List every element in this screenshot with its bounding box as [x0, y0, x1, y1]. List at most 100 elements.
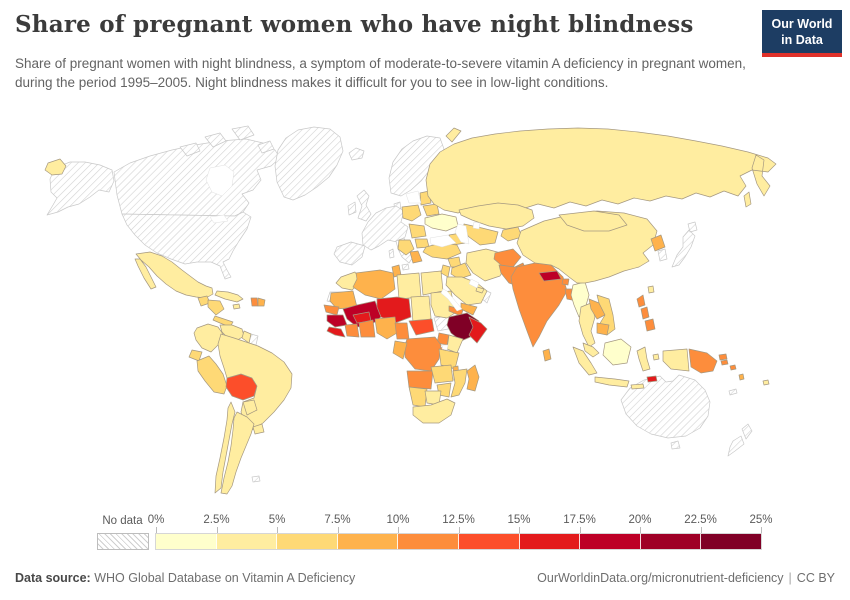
legend-segment[interactable] [216, 534, 278, 549]
country-indonesia-lesser-sunda[interactable] [630, 383, 645, 390]
country-chile[interactable] [214, 401, 236, 494]
country-colombia[interactable] [193, 323, 224, 353]
country-indonesia-sumatra[interactable] [572, 346, 598, 376]
country-vanuatu[interactable] [738, 373, 745, 381]
country-central-african-republic[interactable] [408, 318, 435, 336]
country-egypt[interactable] [420, 270, 444, 296]
country-indonesia-borneo[interactable] [602, 338, 632, 366]
country-namibia[interactable] [408, 386, 428, 408]
country-malaysia[interactable] [582, 342, 600, 358]
country-nigeria[interactable] [374, 316, 398, 340]
country-niger[interactable] [376, 296, 412, 324]
country-angola[interactable] [406, 370, 434, 390]
no-data-swatch[interactable] [97, 533, 149, 550]
country-madagascar[interactable] [466, 364, 480, 392]
country-uae[interactable] [475, 286, 485, 294]
country-russia[interactable] [425, 127, 777, 214]
license-text[interactable]: CC BY [796, 571, 835, 585]
country-somalia[interactable] [468, 316, 488, 344]
country-south-korea[interactable] [657, 248, 668, 262]
country-new-zealand[interactable] [727, 423, 753, 457]
country-jordan-israel[interactable] [440, 264, 451, 278]
country-mexico[interactable] [134, 251, 214, 299]
legend-segment[interactable] [277, 534, 338, 549]
country-bhutan[interactable] [561, 278, 570, 286]
country-corsica-sardinia[interactable] [388, 248, 395, 259]
owid-logo[interactable]: Our World in Data [762, 10, 842, 57]
country-guinea[interactable] [326, 314, 348, 328]
country-indonesia-java[interactable] [594, 376, 630, 388]
country-ghana-togo-benin[interactable] [358, 319, 376, 338]
country-belarus[interactable] [422, 203, 440, 217]
country-albania-greece[interactable] [409, 250, 423, 264]
country-timor-leste[interactable] [646, 375, 658, 383]
legend-segment[interactable] [580, 534, 641, 549]
country-australia[interactable] [620, 374, 711, 439]
country-yemen[interactable] [460, 302, 478, 316]
country-algeria[interactable] [352, 269, 396, 300]
country-tasmania[interactable] [670, 440, 681, 450]
country-cameroon[interactable] [394, 322, 410, 340]
country-ukraine[interactable] [424, 213, 459, 232]
country-dominican-republic[interactable] [257, 297, 266, 307]
country-indonesia-sulawesi[interactable] [636, 346, 651, 372]
country-paraguay[interactable] [242, 399, 258, 416]
legend-segment[interactable] [701, 534, 761, 549]
country-congo-gabon[interactable] [392, 340, 408, 360]
country-scandinavia[interactable] [388, 135, 445, 197]
country-kazakhstan[interactable] [458, 202, 535, 230]
country-indonesia-papua[interactable] [662, 348, 690, 372]
country-united-kingdom[interactable] [356, 189, 372, 222]
country-argentina[interactable] [220, 411, 255, 495]
country-south-africa[interactable] [412, 398, 456, 424]
country-libya[interactable] [396, 272, 422, 300]
legend-segment[interactable] [337, 534, 399, 549]
country-laos[interactable] [588, 298, 606, 320]
country-senegal[interactable] [323, 304, 340, 316]
country-north-korea[interactable] [650, 234, 666, 252]
country-chukotka[interactable] [44, 158, 67, 176]
country-jamaica[interactable] [232, 303, 241, 310]
legend-segment[interactable] [640, 534, 702, 549]
country-china[interactable] [516, 210, 658, 284]
country-arctic-islands[interactable] [179, 125, 275, 157]
country-fiji[interactable] [762, 379, 770, 386]
country-philippines[interactable] [636, 294, 656, 332]
country-drc[interactable] [404, 336, 442, 372]
country-iberia[interactable] [333, 241, 366, 266]
country-cote-divoire[interactable] [344, 323, 360, 338]
country-honduras-nicaragua[interactable] [207, 299, 225, 316]
country-cuba[interactable] [214, 290, 244, 303]
country-mozambique[interactable] [450, 368, 468, 398]
country-united-states[interactable] [121, 211, 252, 280]
country-uruguay[interactable] [252, 423, 265, 435]
country-iraq[interactable] [450, 262, 472, 280]
country-taiwan[interactable] [647, 285, 655, 294]
country-venezuela[interactable] [219, 324, 245, 342]
country-solomon-islands[interactable] [720, 359, 737, 371]
country-greenland[interactable] [274, 126, 344, 201]
country-sierraleone-liberia[interactable] [326, 326, 346, 338]
country-indonesia-maluku[interactable] [652, 353, 660, 361]
country-zambia[interactable] [430, 364, 454, 384]
legend-segment[interactable] [398, 534, 459, 549]
country-poland-czechia[interactable] [401, 204, 422, 222]
country-peru[interactable] [196, 355, 228, 395]
country-alaska[interactable] [46, 161, 115, 216]
legend-segment[interactable] [156, 534, 217, 549]
country-cambodia[interactable] [596, 322, 610, 336]
legend-segment[interactable] [458, 534, 520, 549]
country-mongolia[interactable] [558, 210, 628, 232]
chart-url[interactable]: OurWorldinData.org/micronutrient-deficie… [537, 571, 784, 585]
country-new-caledonia[interactable] [728, 388, 738, 396]
country-falklands[interactable] [251, 475, 261, 483]
country-western-europe[interactable] [361, 205, 409, 251]
legend-bar[interactable] [155, 533, 762, 550]
country-iceland[interactable] [348, 147, 365, 161]
country-sri-lanka[interactable] [542, 348, 552, 362]
country-haiti[interactable] [250, 297, 259, 307]
country-india[interactable] [510, 262, 568, 348]
country-japan[interactable] [671, 221, 698, 268]
country-nepal[interactable] [538, 270, 562, 282]
country-ireland[interactable] [347, 201, 357, 216]
